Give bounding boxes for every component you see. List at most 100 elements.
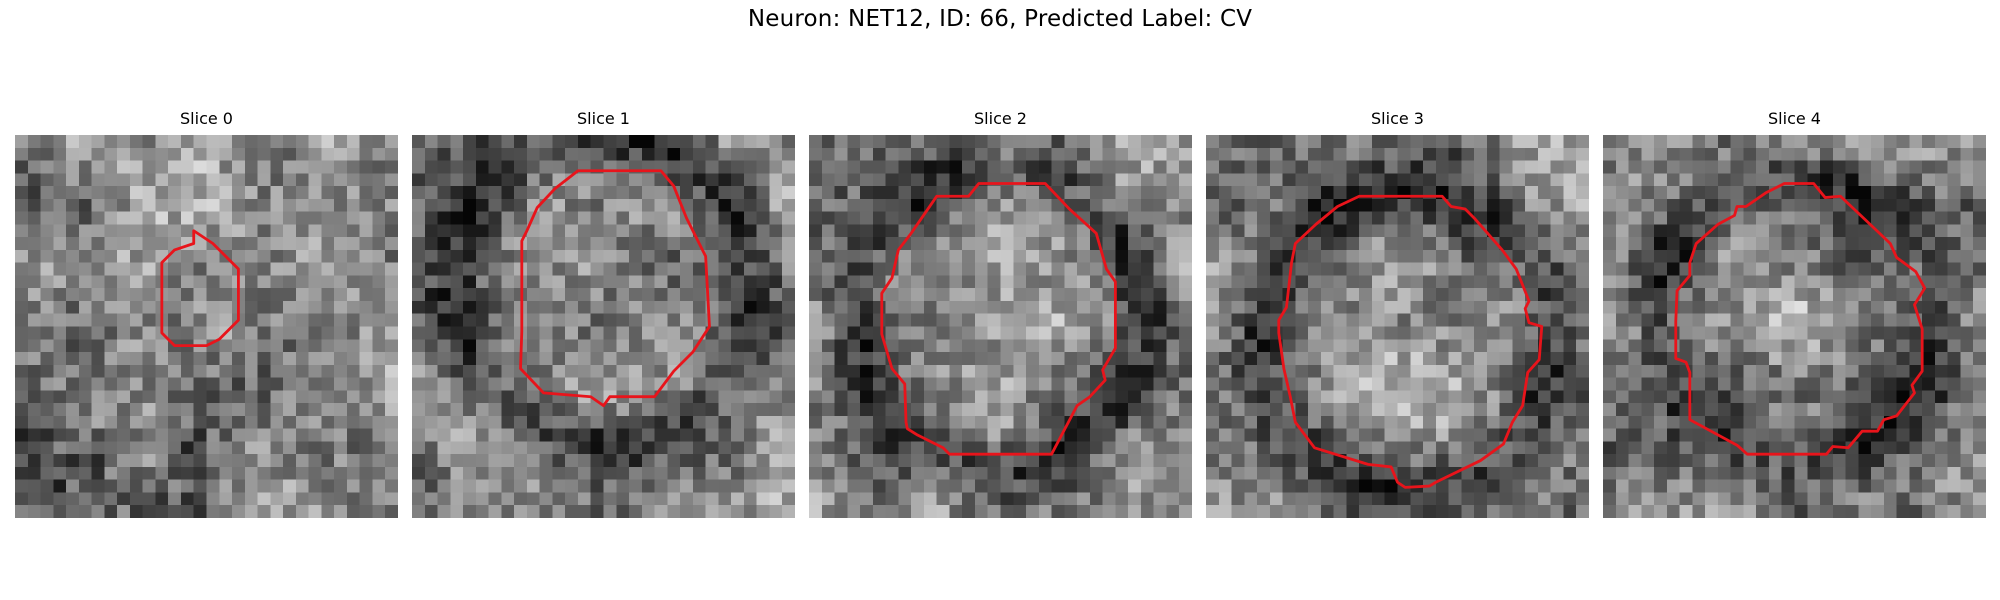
pixel <box>1615 441 1629 455</box>
pixel <box>1384 492 1398 506</box>
pixel <box>1359 505 1373 518</box>
pixel <box>1947 160 1961 174</box>
pixel <box>1410 262 1424 276</box>
pixel <box>1166 186 1180 200</box>
pixel <box>1807 224 1821 238</box>
pixel <box>590 466 604 480</box>
pixel <box>1947 198 1961 212</box>
pixel <box>1474 403 1488 417</box>
pixel <box>1537 147 1551 161</box>
pixel <box>1089 288 1103 302</box>
pixel <box>1038 135 1052 149</box>
pixel <box>1282 479 1296 493</box>
pixel <box>718 454 732 468</box>
pixel <box>809 198 823 212</box>
pixel <box>475 275 489 289</box>
pixel <box>1013 492 1027 506</box>
pixel <box>1883 505 1897 518</box>
slice-image <box>1603 135 1986 518</box>
pixel <box>372 466 386 480</box>
pixel <box>1730 339 1744 353</box>
pixel <box>1615 135 1629 149</box>
pixel <box>1756 288 1770 302</box>
pixel <box>180 147 194 161</box>
pixel <box>1934 249 1948 263</box>
pixel <box>860 313 874 327</box>
pixel <box>1628 415 1642 429</box>
pixel <box>1525 186 1539 200</box>
pixel <box>1960 390 1974 404</box>
pixel <box>180 160 194 174</box>
pixel <box>1384 249 1398 263</box>
pixel <box>718 300 732 314</box>
pixel <box>346 186 360 200</box>
pixel <box>1960 198 1974 212</box>
pixel <box>936 479 950 493</box>
pixel <box>488 262 502 276</box>
pixel <box>1461 160 1475 174</box>
pixel <box>1641 377 1655 391</box>
pixel <box>1474 186 1488 200</box>
pixel <box>1448 211 1462 225</box>
pixel <box>1102 326 1116 340</box>
pixel <box>463 428 477 442</box>
pixel <box>898 147 912 161</box>
pixel <box>629 466 643 480</box>
pixel <box>1743 466 1757 480</box>
pixel <box>718 415 732 429</box>
pixel <box>1563 352 1577 366</box>
pixel <box>1435 211 1449 225</box>
pixel <box>1128 313 1142 327</box>
pixel <box>1115 198 1129 212</box>
pixel <box>372 441 386 455</box>
pixel <box>1537 415 1551 429</box>
pixel <box>1423 262 1437 276</box>
pixel <box>424 275 438 289</box>
pixel <box>1781 352 1795 366</box>
pixel <box>1934 186 1948 200</box>
pixel <box>412 505 426 518</box>
pixel <box>1486 160 1500 174</box>
pixel <box>1845 147 1859 161</box>
pixel <box>526 339 540 353</box>
pixel <box>1089 492 1103 506</box>
pixel <box>705 466 719 480</box>
pixel <box>641 339 655 353</box>
pixel <box>1000 466 1014 480</box>
pixel <box>1807 479 1821 493</box>
pixel <box>437 249 451 263</box>
pixel <box>552 135 566 149</box>
pixel <box>1628 403 1642 417</box>
pixel <box>590 428 604 442</box>
pixel <box>1730 224 1744 238</box>
pixel <box>1743 364 1757 378</box>
pixel <box>1743 479 1757 493</box>
pixel <box>872 249 886 263</box>
pixel <box>295 224 309 238</box>
pixel <box>1397 160 1411 174</box>
pixel <box>1896 415 1910 429</box>
pixel <box>193 313 207 327</box>
pixel <box>1615 160 1629 174</box>
pixel <box>129 262 143 276</box>
pixel <box>334 326 348 340</box>
pixel <box>1128 262 1142 276</box>
pixel <box>1896 147 1910 161</box>
pixel <box>1089 249 1103 263</box>
pixel <box>475 415 489 429</box>
pixel <box>295 237 309 251</box>
pixel <box>1206 466 1220 480</box>
pixel <box>872 364 886 378</box>
pixel <box>1563 224 1577 238</box>
pixel <box>219 390 233 404</box>
pixel <box>270 492 284 506</box>
pixel <box>412 211 426 225</box>
pixel <box>1153 492 1167 506</box>
pixel <box>104 275 118 289</box>
pixel <box>1537 198 1551 212</box>
pixel <box>308 326 322 340</box>
pixel <box>911 479 925 493</box>
pixel <box>1102 492 1116 506</box>
pixel <box>1512 135 1526 149</box>
pixel <box>1922 173 1936 187</box>
